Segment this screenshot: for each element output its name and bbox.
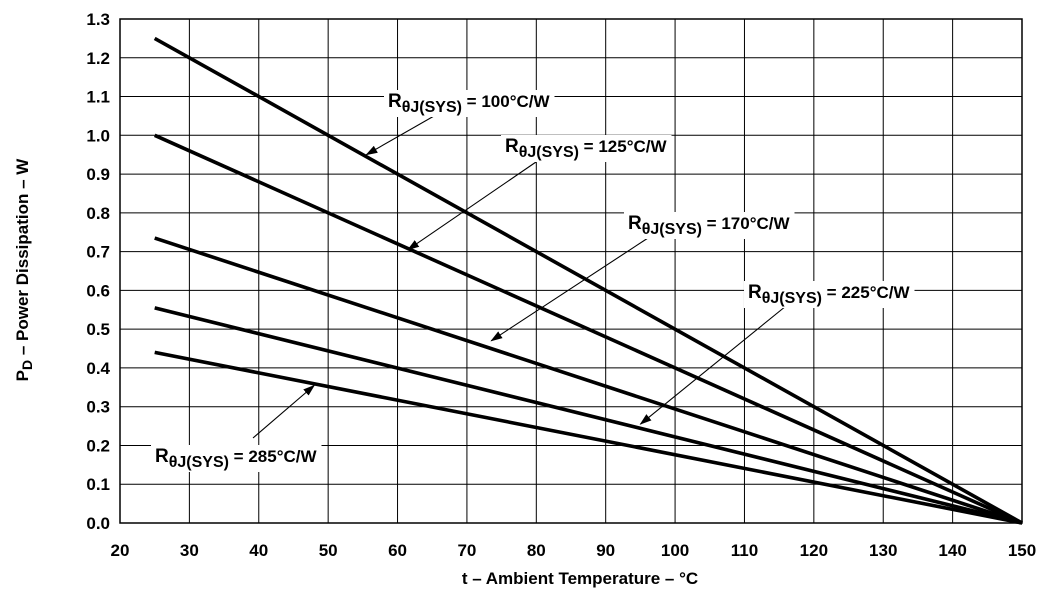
- y-tick-label: 0.6: [86, 281, 110, 300]
- x-tick-label: 150: [1008, 541, 1036, 560]
- annotation-value: = 100°C/W: [462, 92, 551, 111]
- series-line-4: [154, 350, 1023, 525]
- x-tick-label: 30: [180, 541, 199, 560]
- x-tick-label: 80: [527, 541, 546, 560]
- x-tick-label: 110: [731, 541, 758, 560]
- x-tick-label: 60: [388, 541, 407, 560]
- y-tick-label: 1.0: [86, 126, 110, 145]
- annotation-symbol: R: [628, 213, 642, 234]
- y-tick-label: 0.7: [86, 243, 110, 262]
- annotation-background: [151, 445, 322, 472]
- x-tick-label: 70: [457, 541, 476, 560]
- annotation-subscript: θJ(SYS): [169, 454, 229, 471]
- annotation-subscript: θJ(SYS): [762, 290, 822, 307]
- annotation-arrow-0: [365, 115, 435, 156]
- series-line-2: [154, 236, 1023, 525]
- x-tick-label: 130: [869, 541, 897, 560]
- annotation-arrow-1: [407, 161, 537, 251]
- annotation-subscript: θJ(SYS): [402, 99, 462, 116]
- y-tick-label: 0.3: [86, 398, 110, 417]
- y-axis-title-sub: D: [19, 360, 35, 370]
- x-axis-title: t – Ambient Temperature – °C: [462, 569, 698, 588]
- series-lines: [153, 36, 1023, 525]
- annotation-arrow-3: [639, 305, 787, 425]
- y-tick-label: 1.2: [86, 49, 110, 68]
- annotation-subscript: θJ(SYS): [519, 144, 579, 161]
- series-annotation-2: RθJ(SYS) = 170°C/W: [628, 213, 790, 238]
- annotation-arrow-4: [252, 384, 316, 439]
- x-tick-label: 140: [938, 541, 966, 560]
- annotation-value: = 125°C/W: [579, 137, 668, 156]
- series-annotation-4: RθJ(SYS) = 285°C/W: [155, 446, 317, 471]
- series-line-3: [154, 306, 1023, 525]
- annotation-value: = 170°C/W: [702, 214, 791, 233]
- series-annotation-3: RθJ(SYS) = 225°C/W: [748, 282, 910, 307]
- annotation-arrow-2: [490, 237, 649, 342]
- y-tick-label: 1.3: [86, 10, 110, 29]
- x-tick-label: 90: [596, 541, 615, 560]
- y-axis-title-rest: – Power Dissipation – W: [13, 158, 32, 360]
- annotation-symbol: R: [155, 446, 169, 467]
- series-line-1: [153, 133, 1023, 525]
- y-axis-title: PD – Power Dissipation – W: [13, 158, 35, 382]
- annotation-background: [501, 135, 672, 162]
- annotation-background: [744, 281, 915, 308]
- x-tick-label: 50: [319, 541, 338, 560]
- x-tick-label: 40: [249, 541, 268, 560]
- y-tick-label: 0.9: [86, 165, 110, 184]
- y-tick-label: 0.8: [86, 204, 110, 223]
- x-tick-label: 20: [111, 541, 130, 560]
- y-tick-label: 0.5: [86, 320, 110, 339]
- y-tick-label: 0.2: [86, 436, 110, 455]
- x-axis-ticks: 20 30 40 50 60 70 80 90 100 110 120 130 140 150: [111, 541, 1037, 560]
- y-axis-ticks: 0.0 0.1 0.2 0.3 0.4 0.5 0.6 0.7 0.8 0.9 1.0 1.1 1.2 1…: [86, 10, 110, 533]
- annotation-symbol: R: [748, 282, 762, 303]
- y-tick-label: 0.0: [86, 514, 110, 533]
- y-axis-title-main: P: [13, 370, 32, 381]
- annotation-symbol: R: [505, 136, 519, 157]
- y-tick-label: 0.4: [86, 359, 110, 378]
- x-tick-label: 100: [661, 541, 689, 560]
- annotation-symbol: R: [388, 91, 402, 112]
- annotation-subscript: θJ(SYS): [642, 221, 702, 238]
- y-tick-label: 0.1: [86, 475, 110, 494]
- plot-frame: [119, 18, 1023, 524]
- series-line-0: [153, 36, 1023, 525]
- annotation-value: = 225°C/W: [822, 283, 911, 302]
- x-tick-label: 120: [800, 541, 828, 560]
- series-annotation-1: RθJ(SYS) = 125°C/W: [505, 136, 667, 161]
- annotation-background: [624, 212, 795, 239]
- series-annotation-0: RθJ(SYS) = 100°C/W: [388, 91, 550, 116]
- y-tick-label: 1.1: [86, 88, 110, 107]
- annotation-background: [384, 90, 555, 117]
- annotation-value: = 285°C/W: [229, 447, 318, 466]
